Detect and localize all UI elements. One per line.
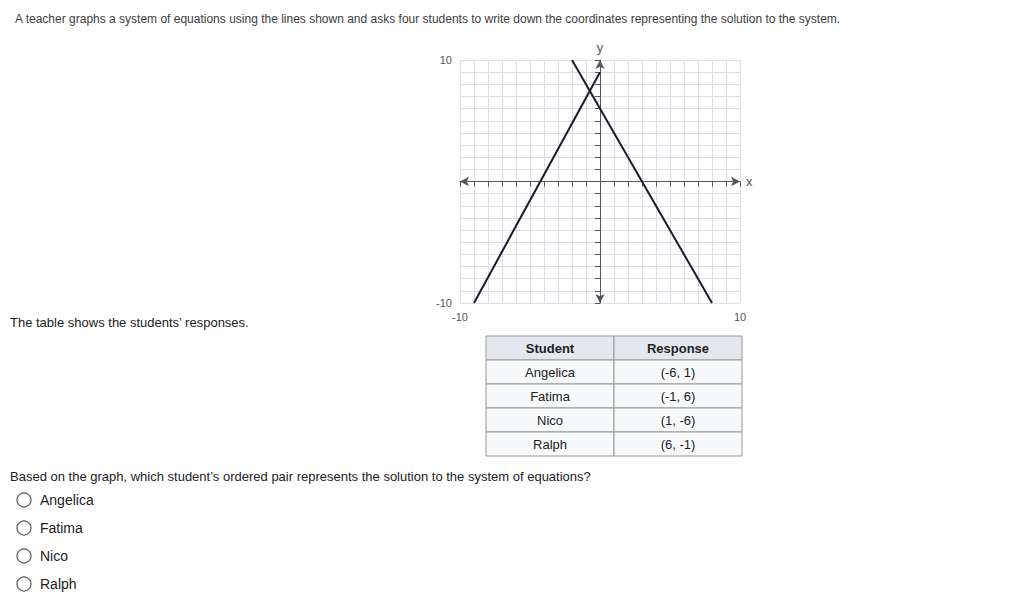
svg-text:10: 10 xyxy=(440,54,452,66)
svg-text:(1, -6): (1, -6) xyxy=(661,413,696,428)
svg-text:Fatima: Fatima xyxy=(40,520,83,536)
svg-text:y: y xyxy=(597,40,604,55)
svg-text:-10: -10 xyxy=(436,297,452,309)
svg-text:(6, -1): (6, -1) xyxy=(661,437,696,452)
svg-text:The table shows the students’: The table shows the students’ responses. xyxy=(10,315,249,330)
svg-text:Student: Student xyxy=(526,341,575,356)
svg-text:-10: -10 xyxy=(452,311,468,323)
svg-text:(-6, 1): (-6, 1) xyxy=(661,365,696,380)
svg-text:Ralph: Ralph xyxy=(40,576,77,592)
svg-text:10: 10 xyxy=(734,311,746,323)
svg-text:Response: Response xyxy=(647,341,709,356)
svg-text:Nico: Nico xyxy=(40,548,68,564)
svg-text:Based on the graph, which stud: Based on the graph, which student’s orde… xyxy=(10,469,591,484)
svg-text:Ralph: Ralph xyxy=(533,437,567,452)
svg-text:(-1, 6): (-1, 6) xyxy=(661,389,696,404)
svg-text:A teacher graphs a system of e: A teacher graphs a system of equations u… xyxy=(15,12,840,26)
svg-text:Angelica: Angelica xyxy=(40,492,94,508)
svg-text:Angelica: Angelica xyxy=(525,365,576,380)
svg-text:Nico: Nico xyxy=(537,413,563,428)
svg-text:x: x xyxy=(746,174,753,189)
svg-text:Fatima: Fatima xyxy=(530,389,571,404)
